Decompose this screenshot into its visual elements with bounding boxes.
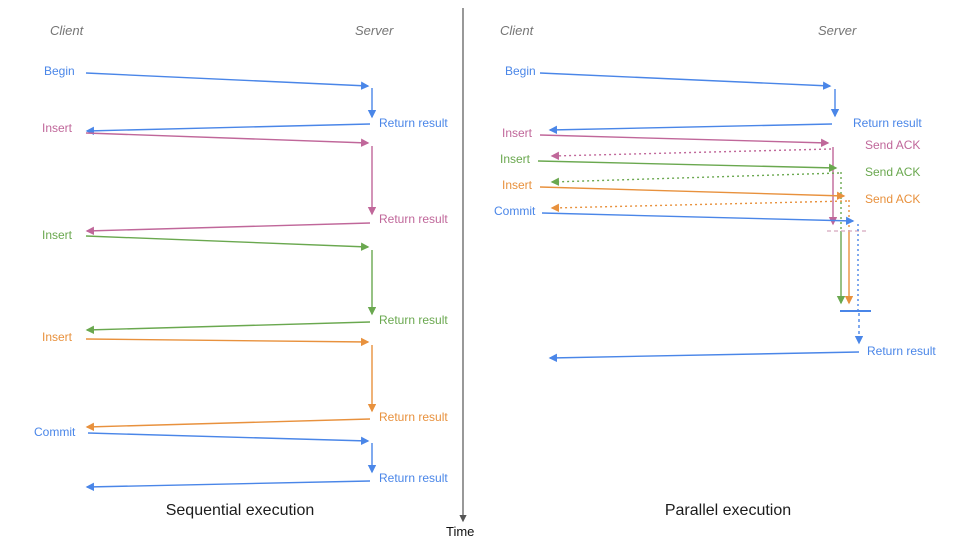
par-op-insert1-label: Insert	[502, 126, 533, 140]
par-op-begin-label: Begin	[505, 64, 536, 78]
seq-begin-response-arrow	[85, 123, 371, 136]
par-commit-response-arrow	[548, 351, 860, 363]
seq-result-insert2-label: Return result	[379, 313, 448, 327]
seq-insert1-request-arrow	[85, 132, 370, 147]
par-insert1-request-arrow	[539, 134, 830, 148]
seq-result-insert3-label: Return result	[379, 410, 448, 424]
seq-op-begin-label: Begin	[44, 64, 75, 78]
par-commit-request-arrow	[541, 212, 855, 226]
par-result-commit-label: Return result	[867, 344, 936, 358]
seq-commit-response-arrow	[85, 480, 371, 492]
time-axis-label: Time	[446, 524, 475, 539]
par-insert3-ack-arrow	[550, 200, 848, 213]
seq-begin-request-arrow	[85, 72, 370, 90]
seq-result-insert1-label: Return result	[379, 212, 448, 226]
seq-client-header: Client	[50, 23, 84, 38]
par-op-insert3-label: Insert	[502, 178, 533, 192]
seq-insert1-response-arrow	[85, 222, 371, 236]
par-result-begin-label: Return result	[853, 116, 922, 130]
seq-insert3-request-arrow	[85, 337, 370, 347]
seq-result-commit-label: Return result	[379, 471, 448, 485]
par-ack-insert2-label: Send ACK	[865, 165, 921, 179]
seq-op-insert2-label: Insert	[42, 228, 73, 242]
sequential-caption: Sequential execution	[165, 502, 315, 519]
seq-commit-request-arrow	[87, 432, 370, 445]
par-server-header: Server	[818, 23, 857, 38]
par-begin-response-arrow	[548, 123, 833, 135]
seq-insert2-response-arrow	[85, 321, 371, 335]
par-insert2-request-arrow	[537, 160, 838, 173]
par-insert3-request-arrow	[539, 186, 846, 200]
par-ack-insert3-label: Send ACK	[865, 192, 921, 206]
seq-server-header: Server	[355, 23, 394, 38]
seq-op-insert1-label: Insert	[42, 121, 73, 135]
par-insert1-ack-arrow	[550, 148, 832, 161]
seq-op-insert3-label: Insert	[42, 330, 73, 344]
par-op-commit-label: Commit	[494, 204, 536, 218]
seq-insert2-request-arrow	[85, 235, 370, 251]
seq-result-begin-label: Return result	[379, 116, 448, 130]
parallel-caption: Parallel execution	[664, 502, 792, 519]
par-client-header: Client	[500, 23, 534, 38]
seq-op-commit-label: Commit	[34, 425, 76, 439]
par-op-insert2-label: Insert	[500, 152, 531, 166]
par-ack-insert1-label: Send ACK	[865, 138, 921, 152]
par-insert2-ack-arrow	[550, 172, 840, 186]
par-begin-request-arrow	[539, 72, 832, 90]
seq-insert3-response-arrow	[85, 418, 371, 432]
